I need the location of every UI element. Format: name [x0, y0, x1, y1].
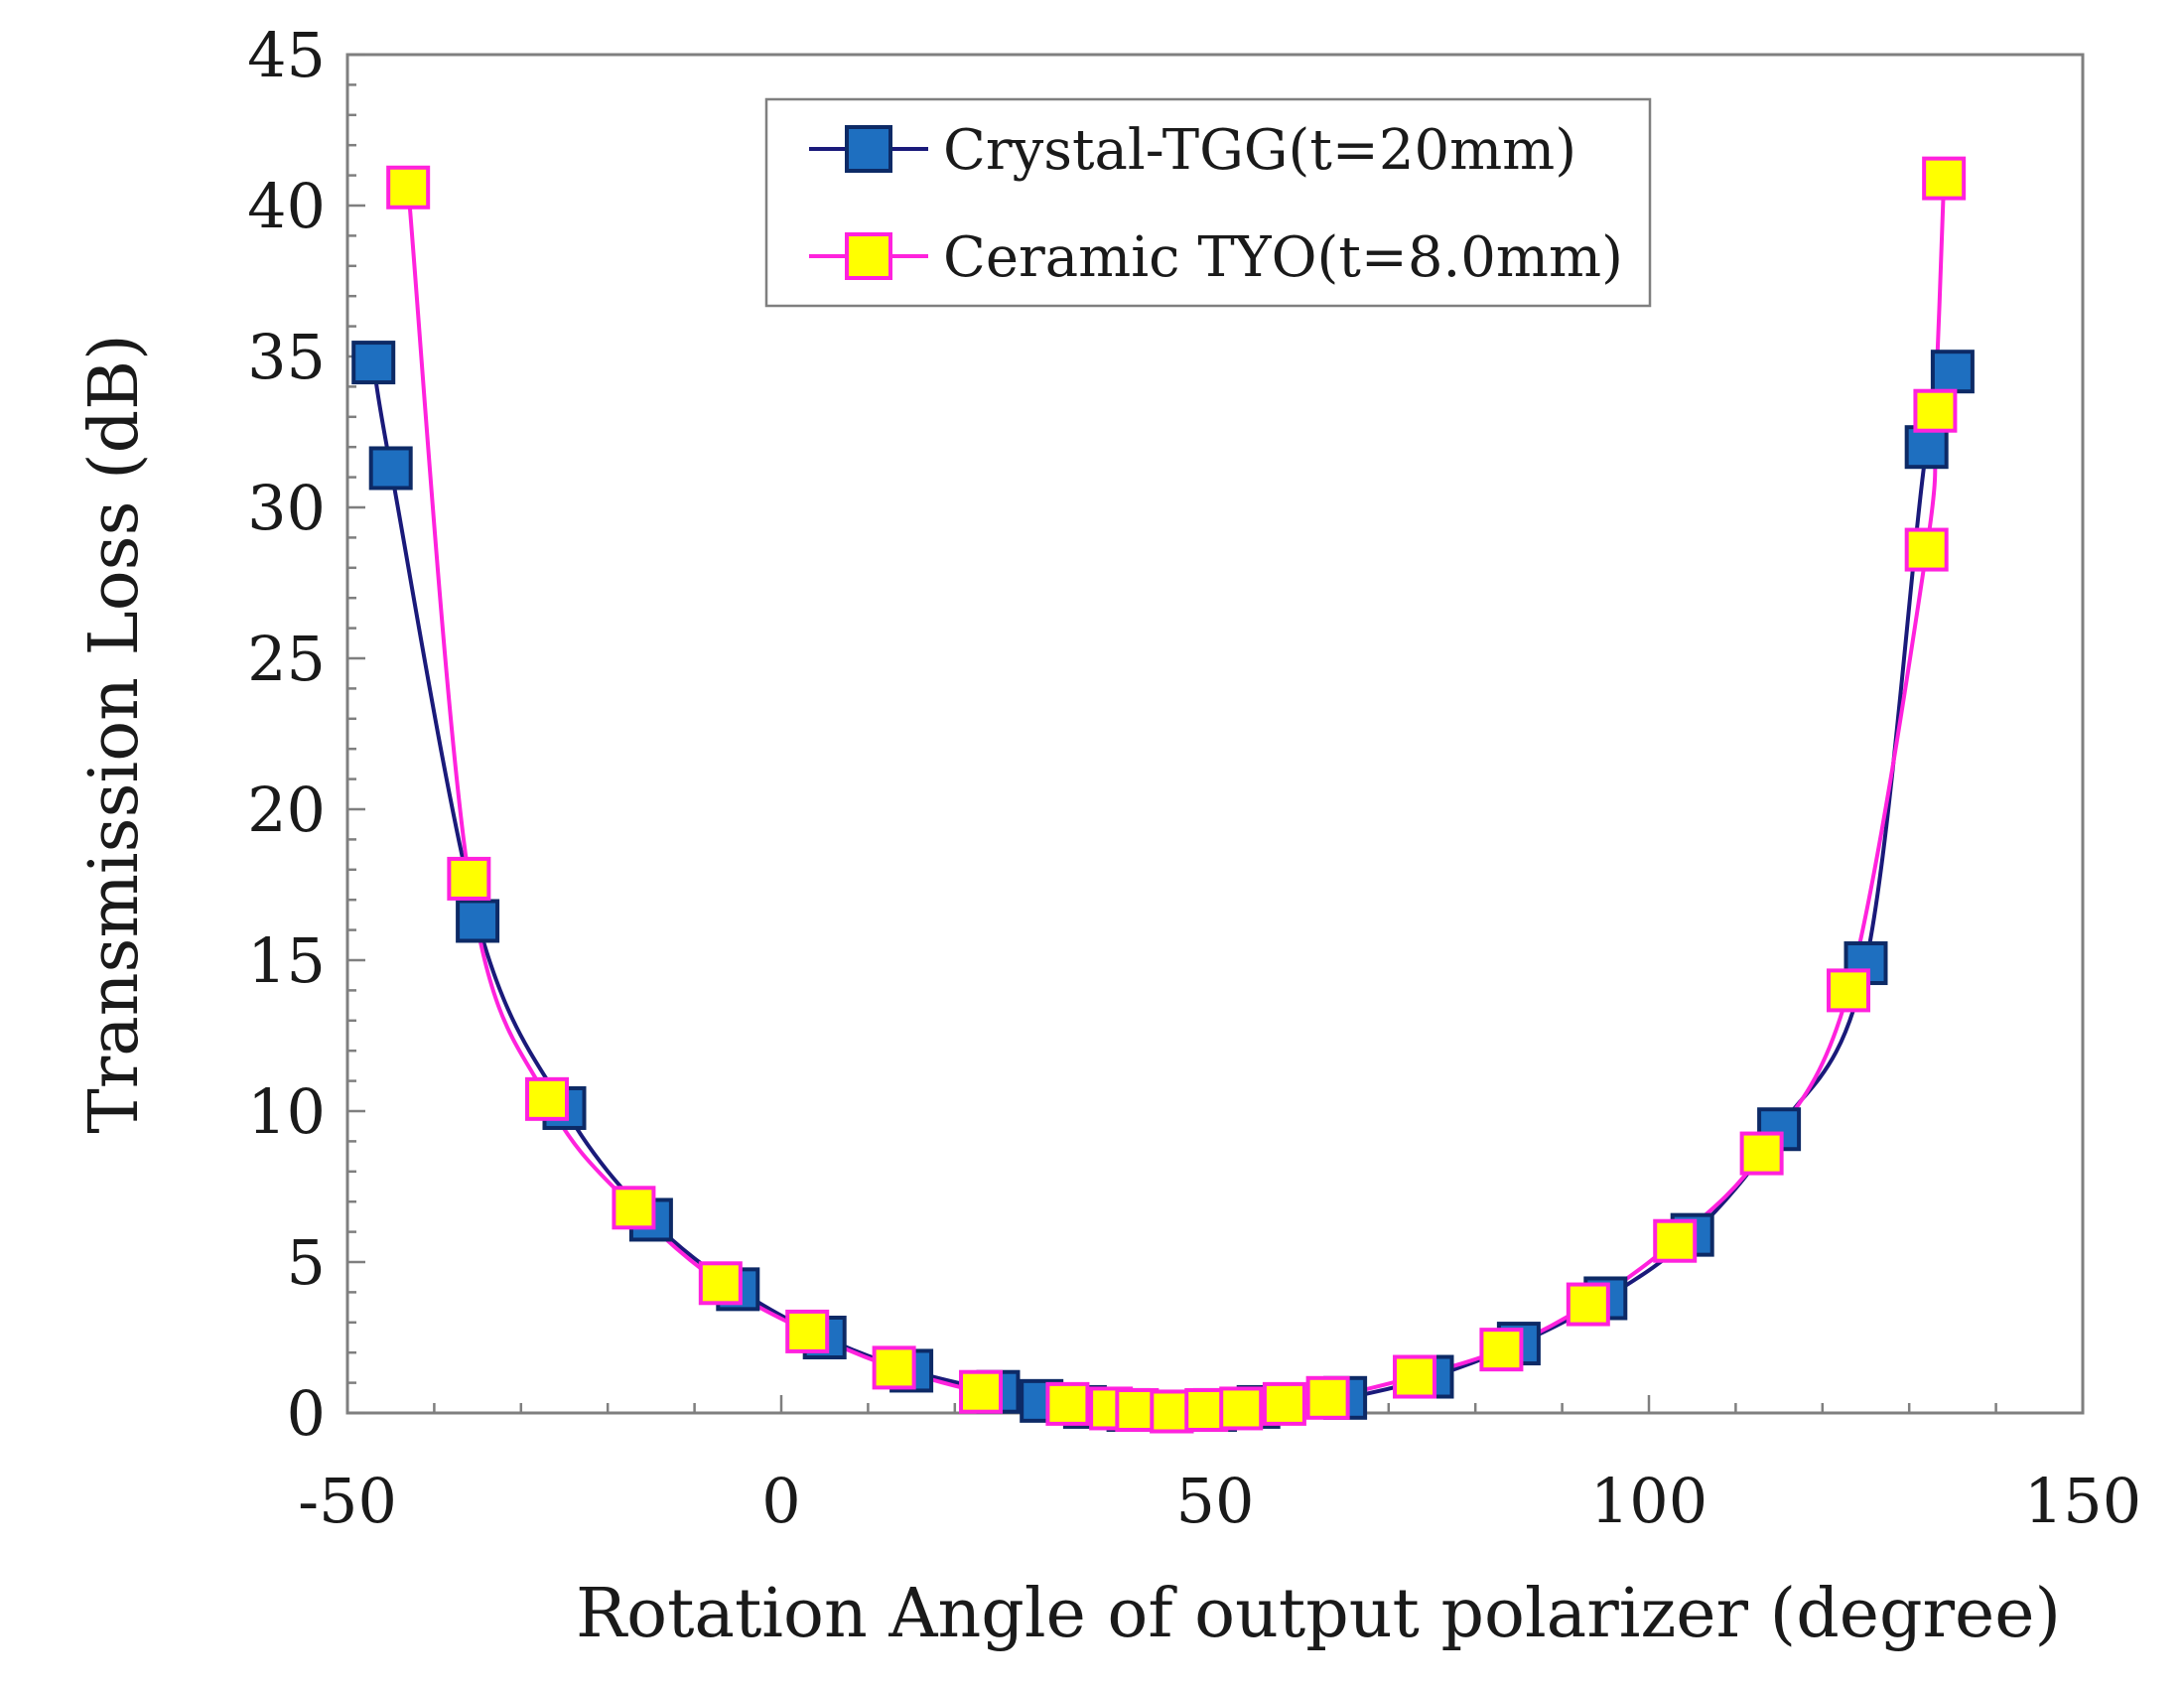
- data-point-series-1: [785, 1309, 830, 1353]
- data-point-series-0: [368, 446, 413, 491]
- x-axis-title: Rotation Angle of output polarizer (degr…: [576, 1575, 2061, 1653]
- x-tick-label: 50: [1176, 1465, 1255, 1537]
- y-axis-title: Transmission Loss (dB): [75, 334, 154, 1133]
- data-point-series-1: [872, 1345, 916, 1390]
- y-tick-label: 35: [247, 321, 326, 393]
- data-point-series-1: [1393, 1354, 1437, 1399]
- y-tick-label: 40: [247, 170, 326, 242]
- data-point-series-1: [959, 1369, 1004, 1414]
- data-point-series-1: [1219, 1386, 1264, 1431]
- legend-label-crystal-tgg: Crystal-TGG(t=20mm): [943, 118, 1576, 183]
- x-axis: -50 0 50 100 150: [298, 1395, 2141, 1537]
- legend-box: [764, 97, 1652, 308]
- legend-marker-ceramic-tyo: [845, 232, 892, 280]
- y-tick-label: 20: [247, 774, 326, 846]
- data-point-series-1: [1739, 1131, 1784, 1176]
- y-tick-label: 10: [247, 1075, 326, 1148]
- data-point-series-1: [612, 1186, 656, 1230]
- data-point-series-1: [1262, 1381, 1306, 1426]
- data-point-series-1: [1922, 156, 1967, 201]
- y-tick-label: 30: [247, 472, 326, 544]
- data-point-series-1: [1913, 388, 1958, 433]
- data-point-series-0: [1904, 425, 1949, 470]
- data-point-series-1: [386, 165, 431, 210]
- data-point-series-0: [456, 899, 500, 943]
- x-tick-label: 150: [2024, 1465, 2141, 1537]
- data-point-series-0: [1930, 350, 1975, 394]
- y-tick-label: 25: [247, 623, 326, 695]
- x-tick-label: -50: [298, 1465, 397, 1537]
- data-point-series-1: [1566, 1282, 1610, 1327]
- y-tick-label: 45: [247, 19, 326, 91]
- data-point-series-1: [525, 1076, 570, 1121]
- data-point-series-1: [1904, 527, 1949, 572]
- y-tick-label: 15: [247, 924, 326, 997]
- y-tick-label: 5: [287, 1226, 326, 1299]
- legend-marker-crystal-tgg: [845, 125, 892, 173]
- data-point-series-1: [698, 1261, 743, 1306]
- data-point-series-1: [1305, 1375, 1350, 1420]
- data-point-series-0: [351, 341, 396, 385]
- legend: Crystal-TGG(t=20mm) Ceramic TYO(t=8.0mm): [764, 97, 1652, 308]
- legend-label-ceramic-tyo: Ceramic TYO(t=8.0mm): [943, 225, 1623, 290]
- series-markers: [351, 156, 1975, 1434]
- data-point-series-1: [1827, 968, 1871, 1013]
- x-tick-label: 100: [1590, 1465, 1707, 1537]
- y-axis: 0 5 10 15 20 25 30 35 40 45: [247, 19, 365, 1450]
- y-tick-label: 0: [287, 1377, 326, 1450]
- data-point-series-1: [1479, 1328, 1524, 1372]
- data-point-series-1: [1653, 1218, 1698, 1263]
- data-point-series-1: [1045, 1381, 1090, 1426]
- data-point-series-1: [447, 856, 491, 901]
- x-tick-label: 0: [761, 1465, 800, 1537]
